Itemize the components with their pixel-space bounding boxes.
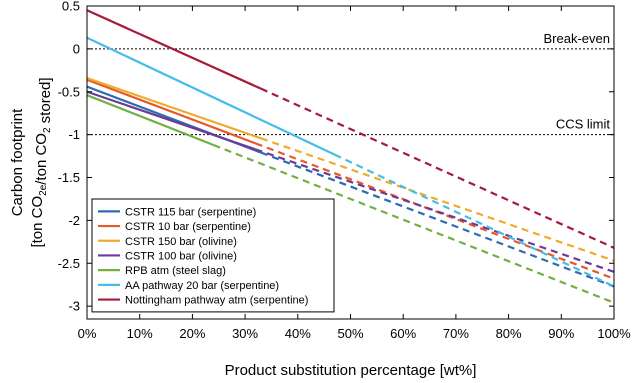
reference-label-0: Break-even: [544, 31, 610, 46]
series-line-solid-1: [86, 78, 257, 145]
x-tick-label-4: 40%: [285, 326, 311, 341]
x-tick-label-8: 80%: [496, 326, 522, 341]
series-line-solid-5: [86, 36, 336, 156]
x-tick-label-2: 20%: [179, 326, 205, 341]
y-tick-label-5: -2: [68, 213, 80, 228]
legend-label-5: AA pathway 20 bar (serpentine): [125, 280, 279, 292]
legend-label-4: RPB atm (steel slag): [125, 265, 226, 277]
series-line-solid-2: [86, 76, 262, 140]
y-axis-title-line1: Carbon footprint: [9, 108, 26, 216]
x-tick-label-10: 100%: [597, 326, 631, 341]
x-axis-title: Product substitution percentage [wt%]: [225, 362, 477, 379]
legend-label-0: CSTR 115 bar (serpentine): [125, 206, 256, 218]
series-line-solid-4: [86, 94, 214, 147]
y-tick-label-4: -1.5: [58, 170, 80, 185]
x-tick-label-5: 50%: [337, 326, 363, 341]
series-line-solid-6: [86, 9, 262, 90]
x-tick-label-7: 70%: [443, 326, 469, 341]
y-axis-ticks: 0.5 0 -0.5 -1 -1.5 -2 -2.5 -3: [58, 0, 614, 314]
y-tick-label-1: 0: [73, 41, 80, 56]
y-axis-title-line2: [ton CO2e/ton CO2 stored]: [29, 77, 54, 247]
x-tick-label-6: 60%: [390, 326, 416, 341]
y-tick-label-3: -1: [68, 127, 80, 142]
legend-label-3: CSTR 100 bar (olivine): [125, 250, 237, 262]
legend-label-2: CSTR 150 bar (olivine): [125, 236, 237, 248]
y-axis-title: Carbon footprint [ton CO2e/ton CO2 store…: [9, 77, 54, 247]
y-tick-label-2: -0.5: [58, 84, 80, 99]
series-line-dashed-1: [255, 142, 615, 280]
series-line-solid-3: [86, 90, 256, 151]
series-line-dashed-2: [260, 137, 615, 262]
y-tick-label-6: -2.5: [58, 256, 80, 271]
x-tick-label-1: 10%: [127, 326, 153, 341]
x-tick-label-0: 0%: [78, 326, 97, 341]
series-lines: [86, 9, 615, 304]
legend-box: [91, 198, 335, 313]
series-line-dashed-6: [260, 87, 615, 249]
series-line-dashed-3: [255, 148, 615, 273]
series-line-dashed-0: [260, 151, 615, 288]
reference-lines: Break-even CCS limit: [87, 31, 614, 136]
x-tick-label-3: 30%: [232, 326, 258, 341]
legend-label-1: CSTR 10 bar (serpentine): [125, 221, 251, 233]
x-tick-label-9: 90%: [548, 326, 574, 341]
legend: CSTR 115 bar (serpentine) CSTR 10 bar (se…: [91, 198, 335, 313]
y-tick-label-0: 0.5: [62, 0, 80, 14]
series-line-dashed-5: [334, 153, 615, 288]
legend-label-6: Nottingham pathway atm (serpentine): [125, 295, 308, 307]
reference-label-1: CCS limit: [556, 117, 611, 132]
x-axis-ticks: 0% 10% 20% 30% 40% 50% 60% 70% 80% 90% 100%: [78, 6, 631, 341]
y-tick-label-7: -3: [68, 299, 80, 314]
